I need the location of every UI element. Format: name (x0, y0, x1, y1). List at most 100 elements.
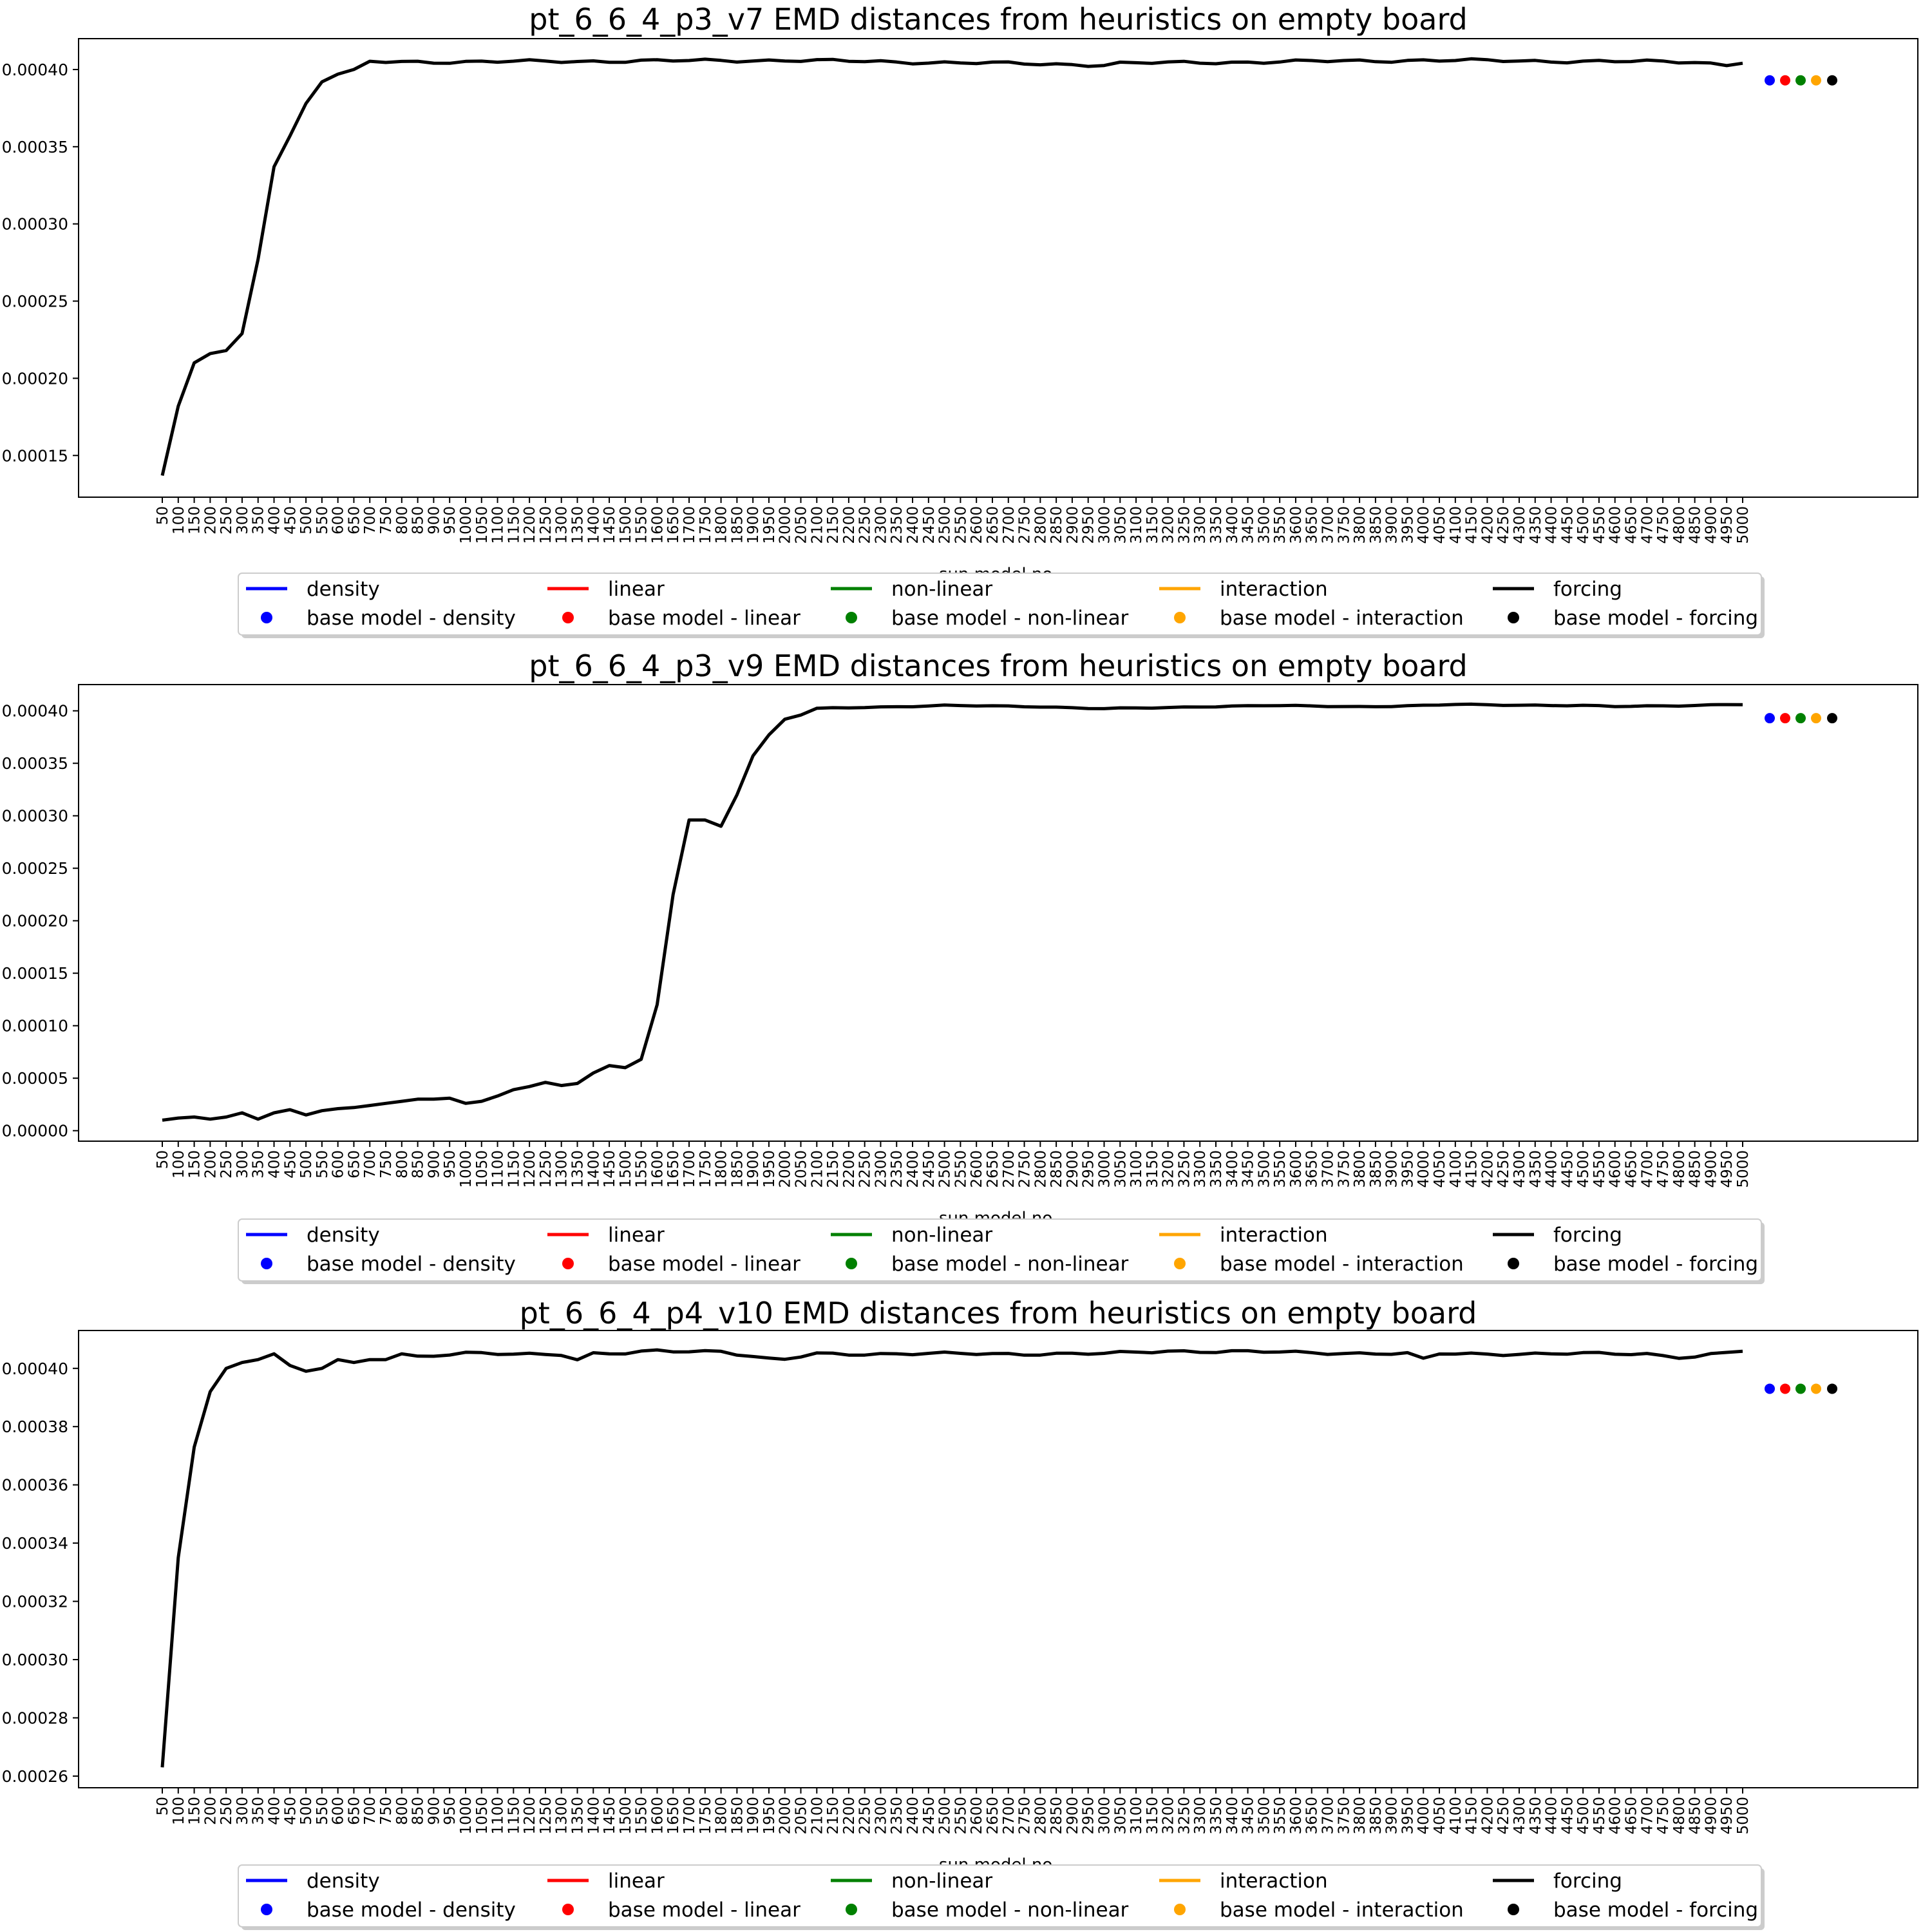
x-tick-label: 4100 (1448, 1150, 1464, 1188)
x-tick-label: 3650 (1304, 506, 1321, 544)
y-tick-label: 0.00030 (2, 1651, 68, 1669)
x-tick-label: 2050 (793, 1150, 810, 1188)
legend-label: non-linear (891, 1224, 992, 1247)
x-tick-label: 3150 (1144, 506, 1161, 544)
x-tick-label: 4400 (1544, 506, 1560, 544)
x-tick-label: 3800 (1352, 506, 1368, 544)
x-tick-label: 4650 (1623, 1797, 1640, 1835)
x-tick-label: 4200 (1479, 506, 1496, 544)
x-tick-label: 4000 (1416, 1150, 1432, 1188)
x-tick-label: 4800 (1671, 1797, 1688, 1835)
x-tick-label: 1450 (601, 1797, 618, 1835)
legend-handle-dot (846, 1904, 857, 1915)
x-tick-label: 3650 (1304, 1150, 1321, 1188)
x-tick-label: 4350 (1528, 506, 1544, 544)
y-tick-label: 0.00010 (2, 1017, 68, 1036)
x-tick-label: 1950 (761, 506, 778, 544)
x-tick-label: 4000 (1416, 1797, 1432, 1835)
x-tick-label: 3700 (1320, 506, 1337, 544)
x-tick-label: 3600 (1288, 506, 1305, 544)
x-tick-label: 4050 (1432, 506, 1448, 544)
x-tick-label: 4850 (1687, 1150, 1704, 1188)
x-tick-label: 850 (410, 1797, 427, 1825)
x-tick-label: 950 (442, 506, 459, 535)
x-tick-label: 4900 (1703, 1150, 1719, 1188)
x-tick-label: 3550 (1272, 1150, 1289, 1188)
x-tick-label: 3550 (1272, 1797, 1289, 1835)
x-tick-label: 1800 (714, 506, 730, 544)
x-tick-label: 300 (234, 1797, 251, 1825)
y-tick-label: 0.00040 (2, 1359, 68, 1378)
y-tick-label: 0.00035 (2, 754, 68, 773)
x-tick-label: 4750 (1655, 1150, 1672, 1188)
x-tick-label: 4750 (1655, 1797, 1672, 1835)
x-tick-label: 900 (426, 1150, 442, 1179)
y-tick-label: 0.00025 (2, 859, 68, 878)
x-tick-label: 350 (251, 1150, 267, 1179)
base-point-base-model-linear (1780, 75, 1790, 86)
x-tick-label: 50 (155, 1797, 171, 1815)
x-tick-label: 3550 (1272, 506, 1289, 544)
base-point-base-model-density (1765, 713, 1775, 724)
x-tick-label: 4050 (1432, 1150, 1448, 1188)
x-tick-label: 2000 (777, 1150, 794, 1188)
legend-box (238, 1864, 1762, 1927)
x-tick-label: 3700 (1320, 1797, 1337, 1835)
chart-panel-3: pt_6_6_4_p4_v10 EMD distances from heuri… (2, 1296, 1918, 1930)
chart-title: pt_6_6_4_p3_v7 EMD distances from heuris… (529, 2, 1468, 37)
x-tick-label: 150 (187, 1150, 204, 1179)
x-tick-label: 300 (234, 506, 251, 535)
x-tick-label: 1650 (665, 1150, 682, 1188)
x-tick-label: 550 (314, 1150, 331, 1179)
x-tick-label: 4500 (1575, 506, 1592, 544)
x-tick-label: 600 (330, 1797, 347, 1825)
legend-label: base model - non-linear (891, 1899, 1129, 1922)
x-tick-label: 3900 (1384, 1150, 1401, 1188)
x-tick-label: 800 (394, 1150, 411, 1179)
x-tick-label: 550 (314, 1797, 331, 1825)
x-tick-label: 2900 (1065, 1797, 1081, 1835)
legend-label: non-linear (891, 578, 992, 601)
y-tick-label: 0.00032 (2, 1593, 68, 1611)
x-tick-label: 3850 (1368, 1797, 1385, 1835)
x-tick-label: 1600 (649, 1150, 666, 1188)
x-tick-label: 100 (171, 506, 187, 535)
x-tick-label: 1200 (522, 1150, 538, 1188)
x-tick-label: 4950 (1719, 1797, 1736, 1835)
x-tick-label: 3250 (1176, 1150, 1193, 1188)
x-tick-label: 4000 (1416, 506, 1432, 544)
x-tick-label: 2150 (825, 506, 842, 544)
y-tick-label: 0.00040 (2, 702, 68, 721)
x-tick-label: 600 (330, 506, 347, 535)
x-tick-label: 4550 (1591, 506, 1608, 544)
x-tick-label: 1550 (634, 1150, 650, 1188)
x-tick-label: 3900 (1384, 1797, 1401, 1835)
legend-label: base model - non-linear (891, 1253, 1129, 1276)
base-point-base-model-density (1765, 75, 1775, 86)
x-tick-label: 1050 (474, 1150, 491, 1188)
x-tick-label: 3850 (1368, 1150, 1385, 1188)
y-tick-label: 0.00015 (2, 964, 68, 983)
x-tick-label: 2300 (873, 1150, 889, 1188)
x-tick-label: 4400 (1544, 1797, 1560, 1835)
x-tick-label: 3400 (1224, 506, 1241, 544)
x-tick-label: 2650 (985, 1150, 1001, 1188)
x-tick-label: 4600 (1607, 1797, 1624, 1835)
x-tick-label: 4150 (1464, 1797, 1481, 1835)
x-tick-label: 1850 (729, 1150, 746, 1188)
x-tick-label: 4600 (1607, 1150, 1624, 1188)
legend-label: interaction (1220, 1870, 1328, 1893)
x-tick-label: 3000 (1096, 1797, 1113, 1835)
x-tick-label: 1700 (681, 1150, 698, 1188)
x-tick-label: 750 (378, 1150, 395, 1179)
x-tick-label: 2600 (969, 506, 985, 544)
x-tick-label: 2400 (905, 1797, 922, 1835)
x-tick-label: 350 (251, 1797, 267, 1825)
x-tick-label: 1000 (458, 506, 475, 544)
x-tick-label: 2050 (793, 506, 810, 544)
x-tick-label: 4700 (1639, 506, 1656, 544)
x-tick-label: 2000 (777, 506, 794, 544)
x-tick-label: 2800 (1032, 506, 1049, 544)
x-tick-label: 1600 (649, 506, 666, 544)
